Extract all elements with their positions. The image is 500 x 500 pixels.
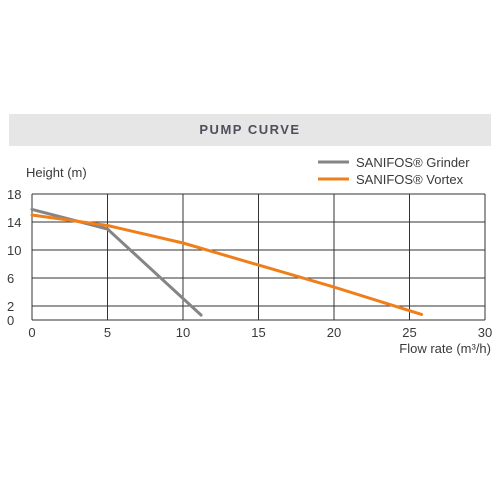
x-tick-label-20: 20 [327,325,341,340]
legend-label-vortex: SANIFOS® Vortex [356,172,464,187]
grid [31,193,486,321]
series-line-grinder [30,207,203,317]
y-tick-label-2: 2 [7,299,14,314]
series-line-vortex [30,213,424,316]
series-layer [30,207,424,317]
y-tick-label-10: 10 [7,243,21,258]
header-band: PUMP CURVE [9,114,491,146]
x-tick-label-0: 0 [28,325,35,340]
x-tick-label-30: 30 [478,325,492,340]
chart-title: PUMP CURVE [199,122,301,137]
tick-labels: 02 6 10 14 18 0 5 10 15 20 25 30 [7,187,492,340]
y-tick-label-0: 0 [7,313,14,328]
x-tick-label-25: 25 [402,325,416,340]
legend-label-grinder: SANIFOS® Grinder [356,155,470,170]
x-tick-label-15: 15 [251,325,265,340]
y-tick-label-14: 14 [7,215,21,230]
y-tick-label-18: 18 [7,187,21,202]
legend: SANIFOS® Grinder SANIFOS® Vortex [318,155,470,187]
x-tick-label-10: 10 [176,325,190,340]
y-tick-label-6: 6 [7,271,14,286]
y-axis-label: Height (m) [26,165,87,180]
x-tick-label-5: 5 [104,325,111,340]
x-axis-label: Flow rate (m³/h) [399,341,491,356]
